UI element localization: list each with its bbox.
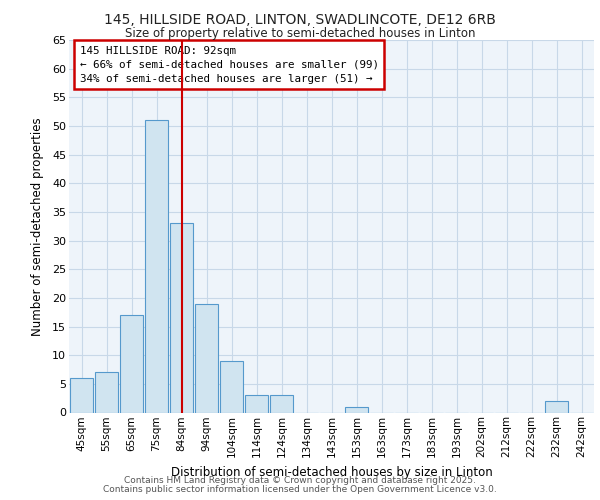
Bar (145, 120, 169, 412)
Text: 145 HILLSIDE ROAD: 92sqm
← 66% of semi-detached houses are smaller (99)
34% of s: 145 HILLSIDE ROAD: 92sqm ← 66% of semi-d… (79, 46, 379, 84)
Bar (95, 372, 118, 412)
Y-axis label: Number of semi-detached properties: Number of semi-detached properties (31, 117, 44, 336)
Bar (220, 361, 244, 412)
Bar (70, 378, 94, 412)
Bar (344, 407, 368, 412)
Text: Size of property relative to semi-detached houses in Linton: Size of property relative to semi-detach… (125, 28, 475, 40)
X-axis label: Distribution of semi-detached houses by size in Linton: Distribution of semi-detached houses by … (170, 466, 493, 478)
Text: Contains HM Land Registry data © Crown copyright and database right 2025.: Contains HM Land Registry data © Crown c… (124, 476, 476, 485)
Text: Contains public sector information licensed under the Open Government Licence v3: Contains public sector information licen… (103, 485, 497, 494)
Bar (245, 396, 268, 412)
Bar (119, 315, 143, 412)
Bar (545, 401, 568, 412)
Text: 145, HILLSIDE ROAD, LINTON, SWADLINCOTE, DE12 6RB: 145, HILLSIDE ROAD, LINTON, SWADLINCOTE,… (104, 12, 496, 26)
Bar (269, 396, 293, 412)
Bar (194, 304, 218, 412)
Bar (170, 224, 193, 412)
